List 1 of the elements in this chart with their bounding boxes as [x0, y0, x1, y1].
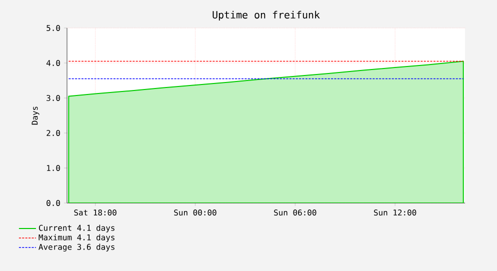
chart-title: Uptime on freifunk [212, 10, 320, 21]
